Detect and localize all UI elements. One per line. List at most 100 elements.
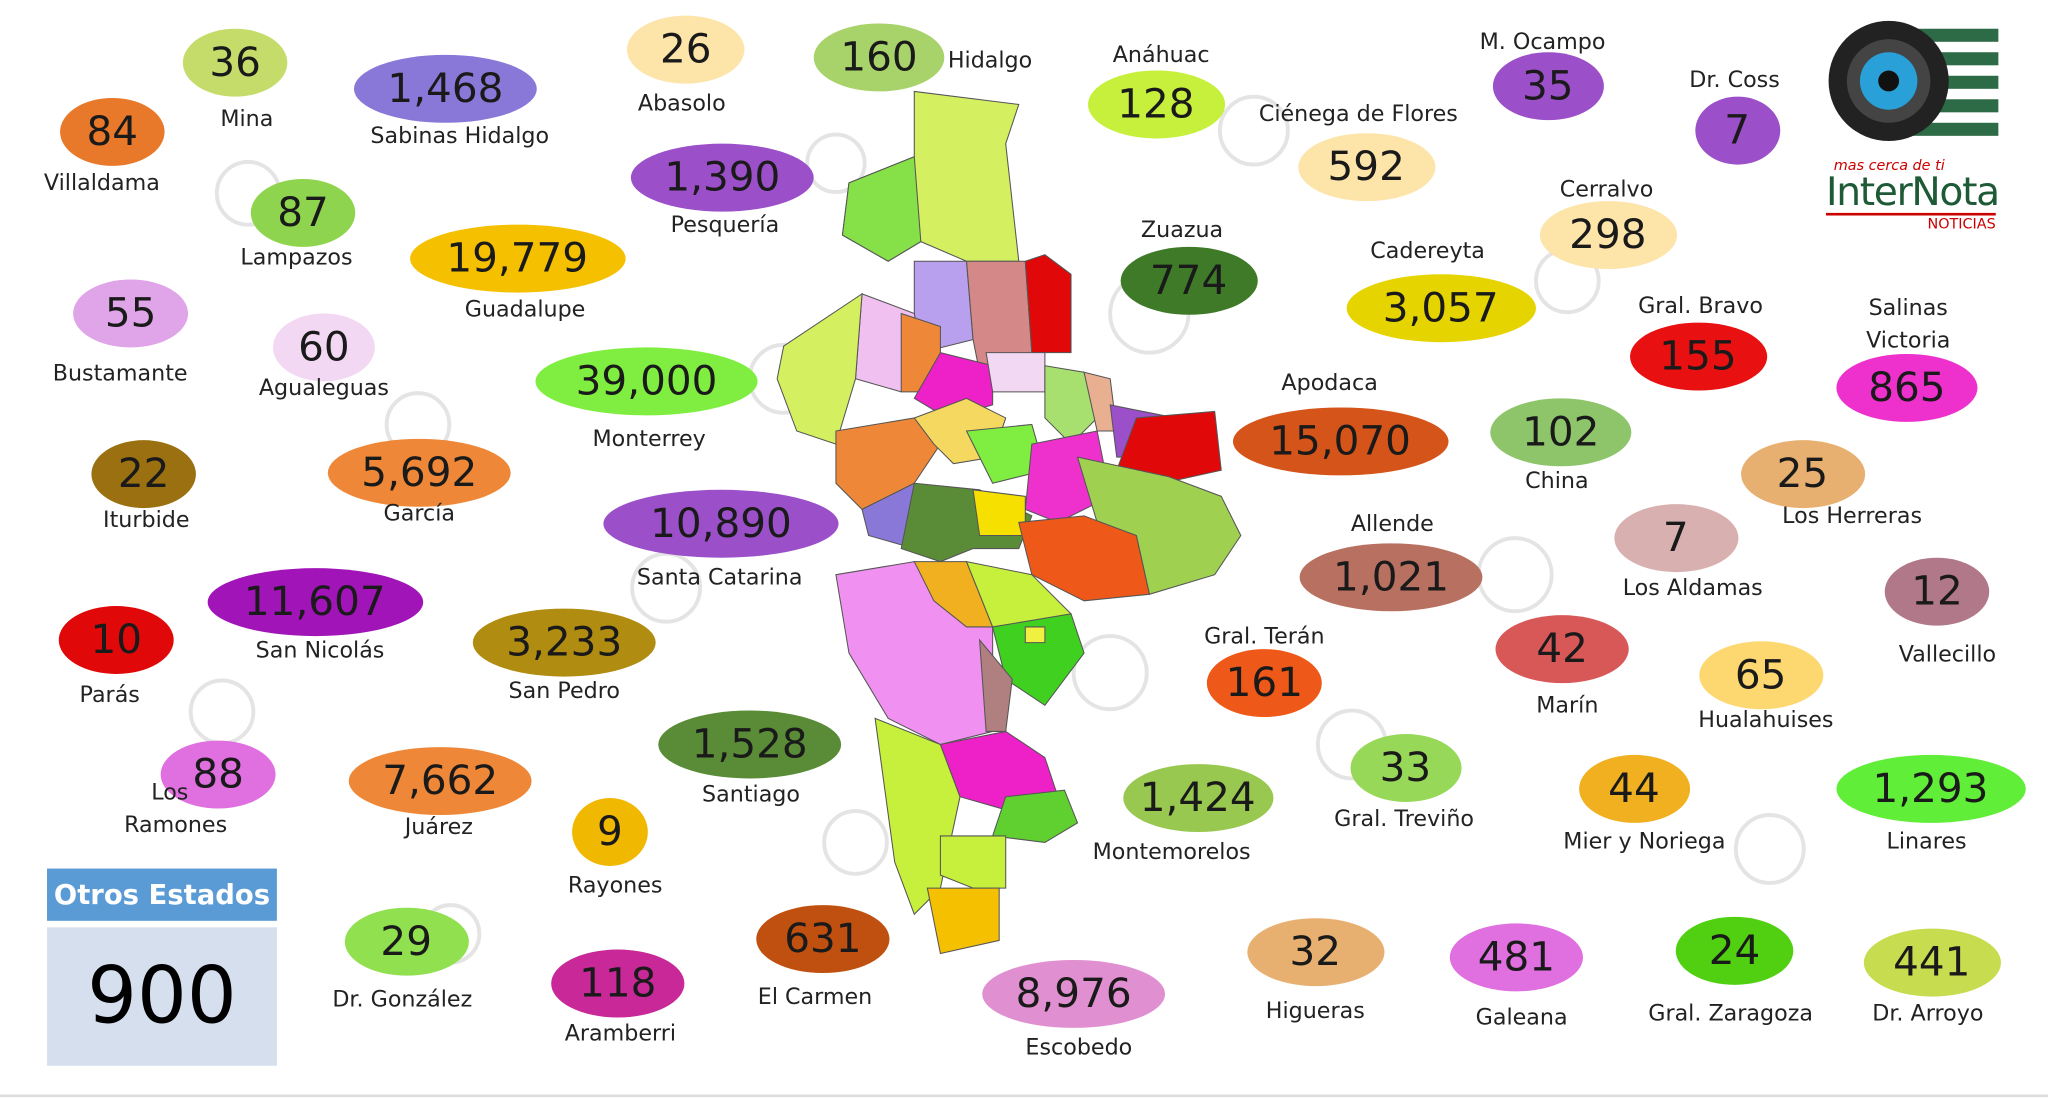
- municipality-label: Rayones: [567, 873, 663, 900]
- municipality-label: García: [383, 500, 455, 528]
- municipality-label: Agualeguas: [258, 375, 389, 402]
- municipality-label: Vallecillo: [1898, 641, 1997, 669]
- municipality-label: Hidalgo: [947, 47, 1033, 74]
- municipality-label: Guadalupe: [464, 297, 586, 324]
- count-bubble: 160: [813, 23, 945, 92]
- count-bubble: 11,607: [207, 568, 423, 637]
- count-bubble: 44: [1578, 754, 1690, 823]
- municipality-label: Gral. Treviño: [1334, 806, 1474, 833]
- count-bubble: 1,390: [630, 143, 814, 212]
- logo-sub: NOTICIAS: [1825, 212, 1996, 232]
- count-bubble: 29: [344, 907, 469, 976]
- municipality-label: Salinas Victoria: [1866, 295, 1951, 354]
- count-bubble: 36: [182, 28, 288, 97]
- municipality-label: Anáhuac: [1112, 42, 1210, 69]
- count-bubble: 35: [1492, 52, 1604, 121]
- count-bubble: 1,424: [1122, 764, 1273, 832]
- municipality-label: Los Herreras: [1782, 503, 1923, 530]
- others-title: Otros Estados: [47, 868, 277, 921]
- municipality-label: Lampazos: [240, 244, 353, 272]
- count-bubble: 88: [160, 740, 276, 809]
- count-bubble: 481: [1449, 923, 1584, 992]
- municipality-label: Santa Catarina: [636, 564, 803, 592]
- logo-brand: InterNota: [1825, 169, 2000, 216]
- count-bubble: 128: [1087, 70, 1225, 139]
- count-bubble: 9: [572, 798, 648, 866]
- municipality-label: Los Ramones: [124, 779, 228, 839]
- count-bubble: 1,293: [1835, 754, 2026, 823]
- count-bubble: 65: [1698, 641, 1823, 710]
- count-bubble: 32: [1246, 918, 1384, 987]
- count-bubble: 7: [1694, 96, 1780, 165]
- municipality-label: Zuazua: [1140, 217, 1224, 244]
- count-bubble: 102: [1490, 398, 1632, 467]
- count-bubble: 15,070: [1232, 407, 1448, 476]
- count-bubble: 631: [756, 905, 890, 974]
- municipality-label: Iturbide: [103, 507, 190, 534]
- count-bubble: 22: [91, 440, 196, 509]
- count-bubble: 865: [1836, 353, 1978, 422]
- municipality-label: Gral. Bravo: [1638, 293, 1764, 320]
- municipality-label: Ciénega de Flores: [1258, 101, 1458, 128]
- municipality-label: Linares: [1886, 828, 1967, 855]
- municipality-label: Allende: [1350, 511, 1434, 538]
- count-bubble: 5,692: [327, 438, 511, 507]
- municipality-label: Villaldama: [43, 170, 160, 197]
- logo: mas cerca de ti InterNota NOTICIAS: [1825, 18, 2004, 232]
- municipality-label: Parás: [79, 682, 140, 709]
- count-bubble: 12: [1884, 557, 1990, 626]
- municipality-label: Gral. Zaragoza: [1648, 1001, 1813, 1028]
- count-bubble: 39,000: [535, 347, 758, 416]
- municipality-label: San Nicolás: [255, 638, 385, 665]
- municipality-label: Juárez: [404, 814, 473, 841]
- count-bubble: 3,057: [1345, 274, 1536, 343]
- logo-icon: [1828, 20, 1999, 142]
- bottom-rule: [0, 1094, 2048, 1098]
- municipality-label: Cadereyta: [1370, 238, 1485, 265]
- municipality-label: Santiago: [702, 781, 800, 808]
- municipality-label: Gral. Terán: [1204, 623, 1325, 650]
- count-bubble: 26: [626, 15, 745, 84]
- logo-tagline: mas cerca de ti: [1833, 156, 1945, 174]
- count-bubble: 155: [1629, 322, 1767, 391]
- count-bubble: 441: [1863, 928, 2001, 997]
- municipality-label: Dr. Arroyo: [1872, 1001, 1984, 1028]
- count-bubble: 592: [1297, 133, 1435, 202]
- municipality-label: Los Aldamas: [1622, 575, 1763, 602]
- municipality-label: Cerralvo: [1559, 176, 1654, 204]
- count-bubble: 10,890: [603, 489, 839, 558]
- municipality-label: San Pedro: [508, 678, 620, 705]
- municipality-label: Pesquería: [670, 212, 780, 239]
- count-bubble: 55: [73, 279, 189, 348]
- count-bubble: 298: [1539, 201, 1677, 270]
- municipality-label: El Carmen: [757, 984, 873, 1011]
- count-bubble: 774: [1119, 246, 1258, 315]
- municipality-label: Bustamante: [52, 361, 188, 388]
- municipality-label: Hualahuises: [1698, 707, 1834, 734]
- municipality-label: Higueras: [1265, 998, 1365, 1025]
- municipality-label: Mier y Noriega: [1563, 828, 1726, 855]
- municipality-label: Montemorelos: [1092, 839, 1251, 866]
- municipality-label: Apodaca: [1281, 370, 1378, 397]
- count-bubble: 1,468: [353, 54, 537, 123]
- count-bubble: 7: [1613, 504, 1738, 573]
- municipality-label: China: [1525, 468, 1589, 495]
- count-bubble: 87: [250, 178, 356, 247]
- municipality-label: Mina: [220, 106, 274, 133]
- count-bubble: 42: [1495, 615, 1629, 684]
- count-bubble: 1,021: [1299, 543, 1483, 612]
- count-bubble: 161: [1206, 649, 1322, 718]
- municipality-label: Sabinas Hidalgo: [370, 123, 550, 150]
- municipality-label: Monterrey: [592, 426, 706, 453]
- municipality-label: Aramberri: [564, 1020, 677, 1047]
- count-bubble: 25: [1740, 440, 1865, 509]
- municipality-label: Abasolo: [637, 90, 726, 117]
- count-bubble: 19,779: [409, 224, 625, 293]
- municipality-label: Marín: [1536, 692, 1599, 720]
- count-bubble: 60: [272, 313, 375, 382]
- municipality-label: Galeana: [1475, 1005, 1568, 1032]
- state-map: [776, 90, 1242, 955]
